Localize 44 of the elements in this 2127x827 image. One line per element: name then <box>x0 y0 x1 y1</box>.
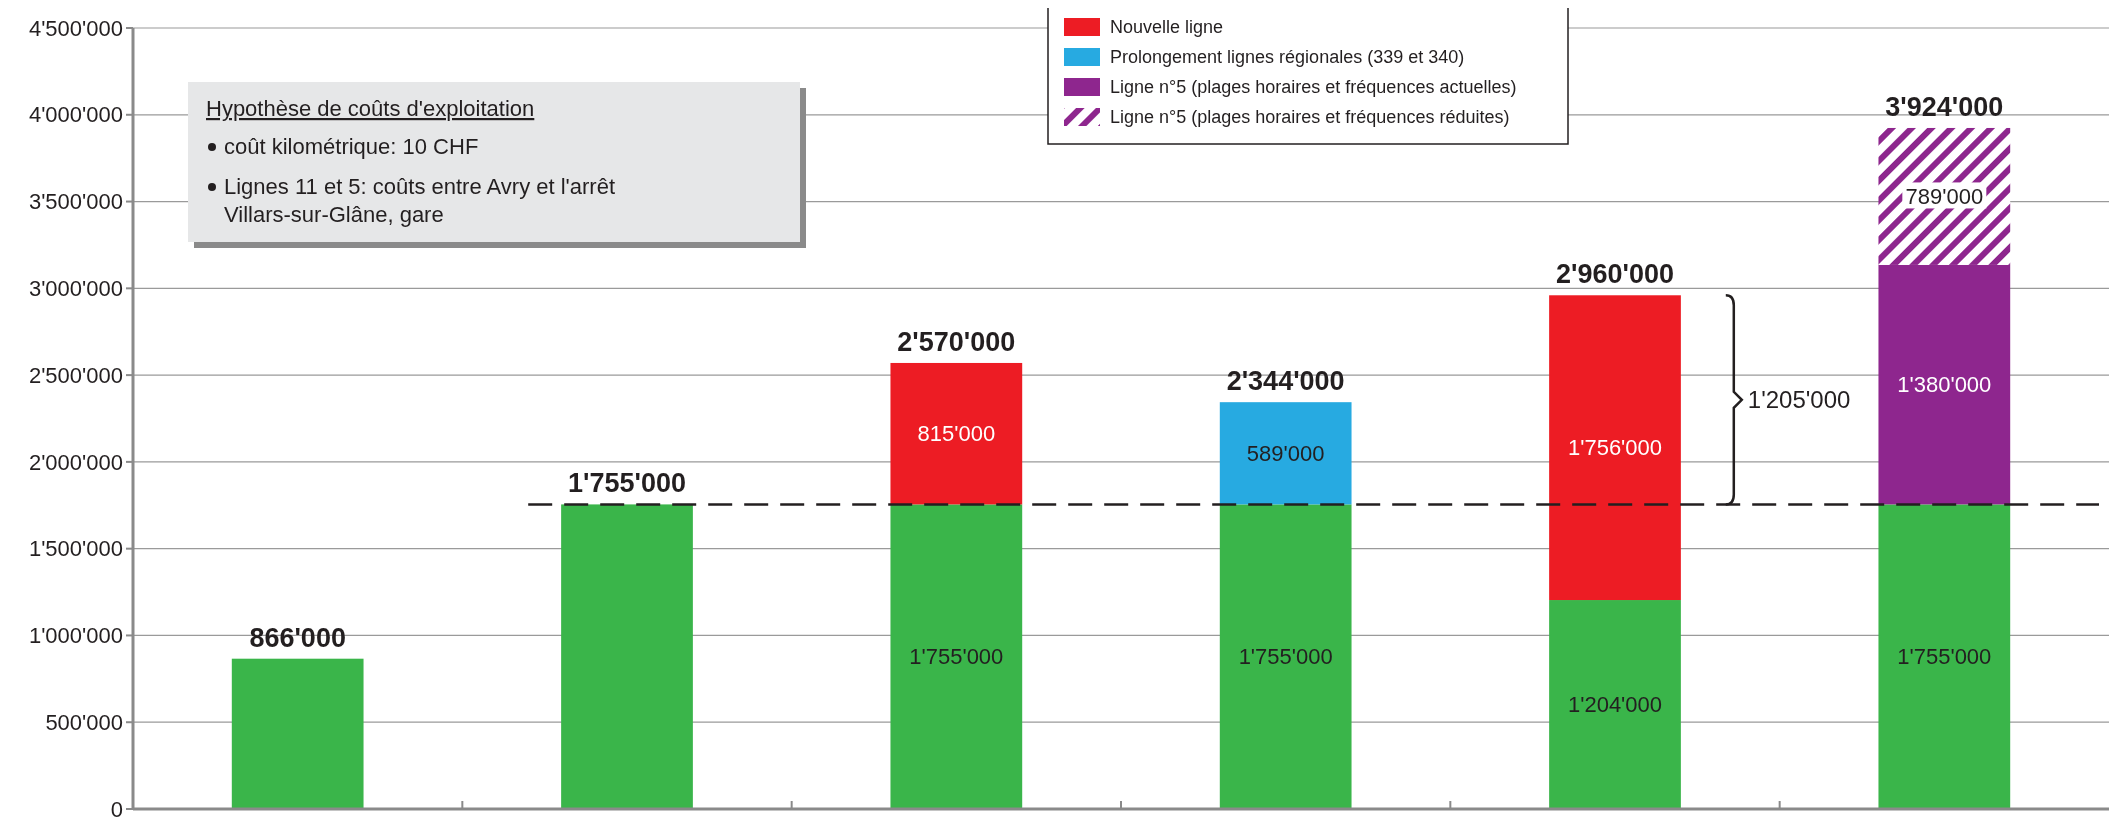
y-tick-label: 1'500'000 <box>28 536 123 562</box>
data-label: 789'000 <box>1905 184 1984 210</box>
data-label: 1'755'000 <box>909 644 1004 670</box>
total-label: 1'755'000 <box>568 468 686 499</box>
bar <box>1219 402 1352 505</box>
bar <box>1878 264 2011 505</box>
legend-label: Nouvelle ligne <box>1110 17 1224 38</box>
y-tick-label: 1'000'000 <box>28 623 123 649</box>
bar <box>1219 504 1352 809</box>
bar <box>1549 600 1681 809</box>
y-tick-label: 2'500'000 <box>28 362 123 388</box>
data-label: 589'000 <box>1246 441 1325 466</box>
y-tick-label: 2'000'000 <box>28 449 123 475</box>
legend-label: Ligne n°5 (plages horaires et fréquences réduites) <box>1110 107 1510 128</box>
total-label: 2'344'000 <box>1226 366 1345 397</box>
bar <box>1878 504 2011 809</box>
bar <box>890 362 1023 505</box>
y-tick-label: 500'000 <box>45 709 123 735</box>
annotation: coût kilométrique: 10 CHF <box>224 134 479 159</box>
legend-label: Prolongement lignes régionales (339 et 340) <box>1110 47 1465 68</box>
y-tick-label: 3'000'000 <box>28 276 123 302</box>
y-tick-label: 4'500'000 <box>28 15 123 41</box>
data-label: 1'204'000 <box>1567 692 1663 718</box>
y-tick-label: 4'000'000 <box>28 102 123 128</box>
data-label: 1'755'000 <box>1897 644 1992 670</box>
data-label: 1'756'000 <box>1567 435 1663 461</box>
annotation: Hypothèse de coûts d'exploitation <box>206 96 535 121</box>
bar <box>231 658 364 809</box>
data-label: 815'000 <box>917 421 996 447</box>
data-label: 1'755'000 <box>1238 644 1333 670</box>
bar <box>890 504 1023 809</box>
y-tick-label: 0 <box>110 796 123 822</box>
total-label: 866'000 <box>249 622 346 653</box>
total-label: 3'924'000 <box>1885 91 2004 122</box>
bar <box>1549 295 1681 601</box>
annotation: 1'205'000 <box>1747 386 1851 414</box>
bar <box>1878 127 2011 265</box>
y-tick-label: 3'500'000 <box>28 189 123 215</box>
bar <box>561 504 693 809</box>
legend-label: Ligne n°5 (plages horaires et fréquences actuelles) <box>1110 77 1517 98</box>
data-label: 1'380'000 <box>1897 372 1992 398</box>
total-label: 2'570'000 <box>897 326 1016 357</box>
total-label: 2'960'000 <box>1556 259 1674 290</box>
annotation: Lignes 11 et 5: coûts entre Avry et l'arrêt Villars-sur-Glâne, gare <box>224 174 616 227</box>
